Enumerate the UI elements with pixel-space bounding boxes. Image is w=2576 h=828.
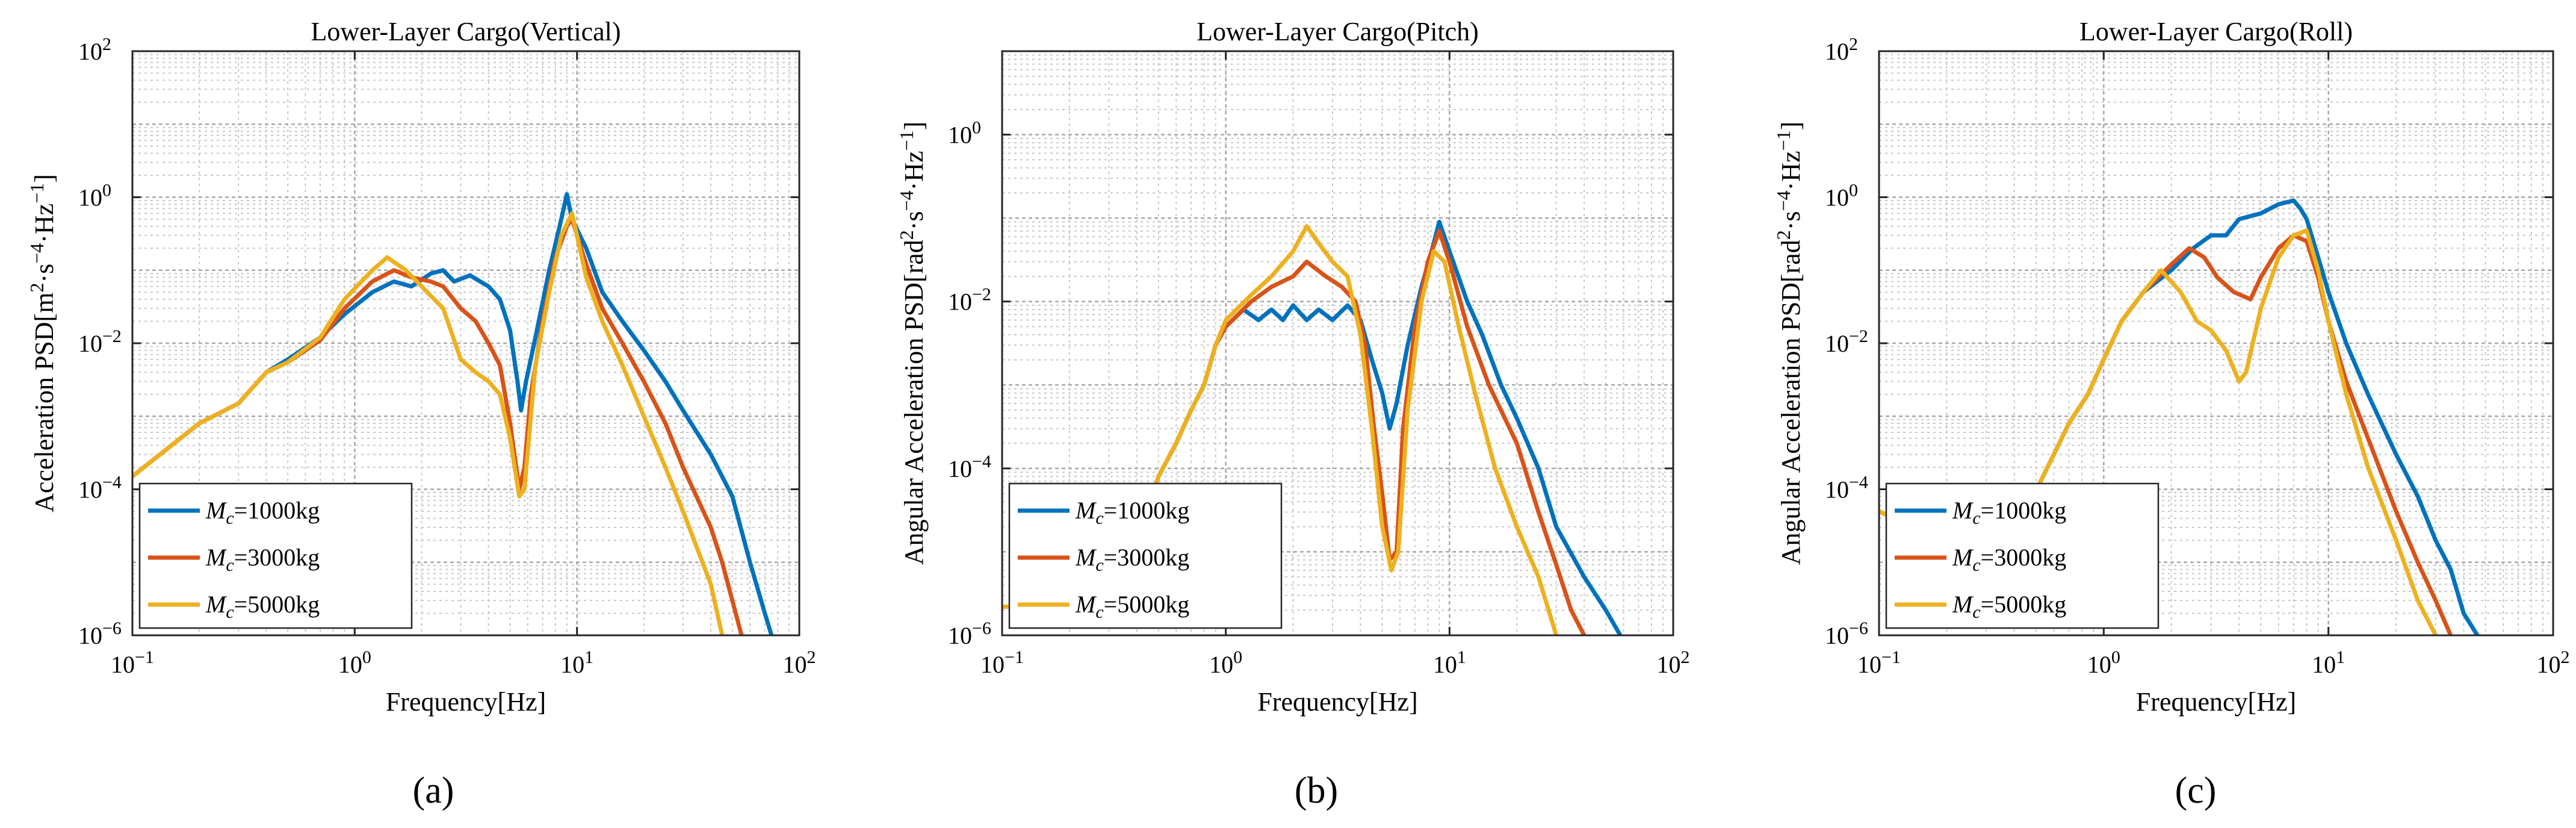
chart-title: Lower-Layer Cargo(Pitch) [1197,17,1479,46]
x-tick-label: 100 [2087,647,2120,678]
y-tick-label: 10−4 [948,452,991,482]
chart-title: Lower-Layer Cargo(Roll) [2079,17,2353,46]
legend-entry: Mc=5000kg [205,591,320,622]
series-line-5000kg [1002,224,1559,635]
panel-tag: (c) [2175,770,2217,811]
y-axis-label: Acceleration PSD[m2·s−4·Hz−1] [26,174,59,512]
series-group [1002,220,1623,635]
legend: Mc=1000kg Mc=3000kg Mc=5000kg [1885,482,2160,629]
x-tick-label: 102 [2537,647,2570,678]
legend-entry: Mc=3000kg [1075,544,1189,575]
legend-entry: Mc=1000kg [1075,497,1189,528]
x-tick-label: 10−1 [980,647,1024,678]
series-line-5000kg [132,211,725,635]
x-tick-label: 100 [1209,647,1242,678]
chart-panel-3: 10−1 100 101 102 10−6 10−4 10−2 100 102 Lower-Lay… [1773,17,2570,717]
grid [131,50,800,637]
y-tick-label: 102 [1825,34,1858,65]
grid [1878,50,2554,637]
x-tick-label: 101 [1433,647,1466,678]
legend-entry: Mc=5000kg [1075,591,1189,622]
y-tick-label: 100 [1825,181,1858,211]
x-axis-label: Frequency[Hz] [2136,687,2296,717]
x-tick-label: 10−1 [1857,647,1901,678]
legend-entry: Mc=3000kg [205,544,320,575]
series-group [1879,198,2480,635]
legend-entry: Mc=1000kg [205,497,320,528]
x-tick-label: 101 [2312,647,2345,678]
legend-entry: Mc=3000kg [1952,544,2066,575]
y-tick-label: 10−2 [948,285,991,316]
chart-title: Lower-Layer Cargo(Vertical) [311,17,621,46]
y-tick-label: 100 [78,181,111,211]
legend-entry: Mc=1000kg [1952,497,2066,528]
y-axis-label: Angular Acceleration PSD[rad2·s−4·Hz−1] [896,122,929,565]
panel-tag: (b) [1295,770,1338,811]
y-tick-label: 10−2 [1825,326,1868,357]
y-tick-label: 10−6 [948,618,991,649]
y-tick-label: 10−6 [1825,618,1868,649]
series-line-5000kg [1879,228,2438,635]
chart-panel-2: 10−1 100 101 102 10−6 10−4 10−2 100 Lower-Layer … [896,17,1690,717]
y-tick-label: 10−4 [78,473,122,503]
legend: Mc=1000kg Mc=3000kg Mc=5000kg [138,482,413,629]
y-tick-label: 102 [78,34,111,65]
legend: Mc=1000kg Mc=3000kg Mc=5000kg [1008,482,1283,629]
chart-panel-1: 10−1 100 101 102 10−6 10−4 10−2 100 102 Lower-Lay… [26,17,816,717]
x-tick-label: 10−1 [111,647,154,678]
x-tick-label: 100 [338,647,371,678]
x-tick-label: 101 [560,647,593,678]
series-group [132,192,774,635]
y-tick-label: 10−4 [1825,473,1868,503]
x-axis-label: Frequency[Hz] [386,687,546,717]
y-tick-label: 100 [948,118,981,149]
y-tick-label: 10−2 [78,326,122,357]
x-tick-label: 102 [783,647,816,678]
panel-tag: (a) [413,770,454,811]
x-tick-label: 102 [1657,647,1690,678]
x-axis-label: Frequency[Hz] [1257,687,1417,717]
y-tick-label: 10−6 [78,618,122,649]
axes-box [1001,50,1674,637]
y-axis-label: Angular Acceleration PSD[rad2·s−4·Hz−1] [1773,122,1806,565]
legend-entry: Mc=5000kg [1952,591,2066,622]
